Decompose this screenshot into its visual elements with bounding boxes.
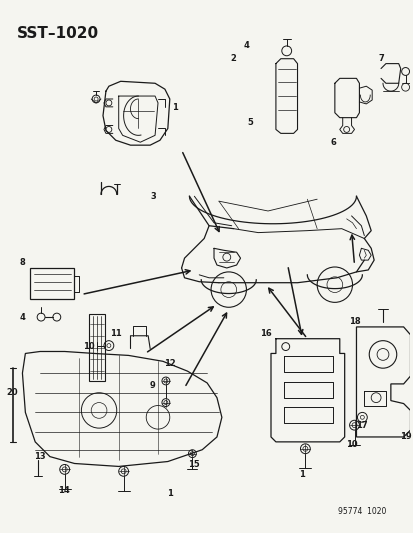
Text: 10: 10 [83,342,95,351]
Text: 5: 5 [247,118,253,127]
Text: 20: 20 [7,388,18,397]
Text: 11: 11 [109,329,121,338]
Text: 18: 18 [348,317,359,326]
Text: 12: 12 [164,359,175,368]
Text: 15: 15 [188,460,200,469]
Text: 4: 4 [243,42,249,51]
Text: 4: 4 [19,312,25,321]
Text: 6: 6 [330,138,336,147]
Text: 7: 7 [377,54,383,63]
Text: 19: 19 [399,432,411,441]
Text: 1: 1 [299,470,305,479]
Text: 2: 2 [230,54,236,63]
Bar [89,314,105,381]
Text: 16: 16 [260,329,271,338]
Text: 3: 3 [150,192,156,201]
Text: 1: 1 [166,489,172,498]
Bar [30,268,74,300]
Text: 14: 14 [58,487,69,496]
Text: 17: 17 [355,421,366,430]
Text: SST–1020: SST–1020 [17,26,98,41]
Text: 13: 13 [34,452,46,461]
Text: 95774  1020: 95774 1020 [337,506,385,515]
Text: 8: 8 [19,257,25,266]
Text: 9: 9 [149,382,154,390]
Text: 1: 1 [171,103,177,112]
Text: 10: 10 [345,440,356,449]
